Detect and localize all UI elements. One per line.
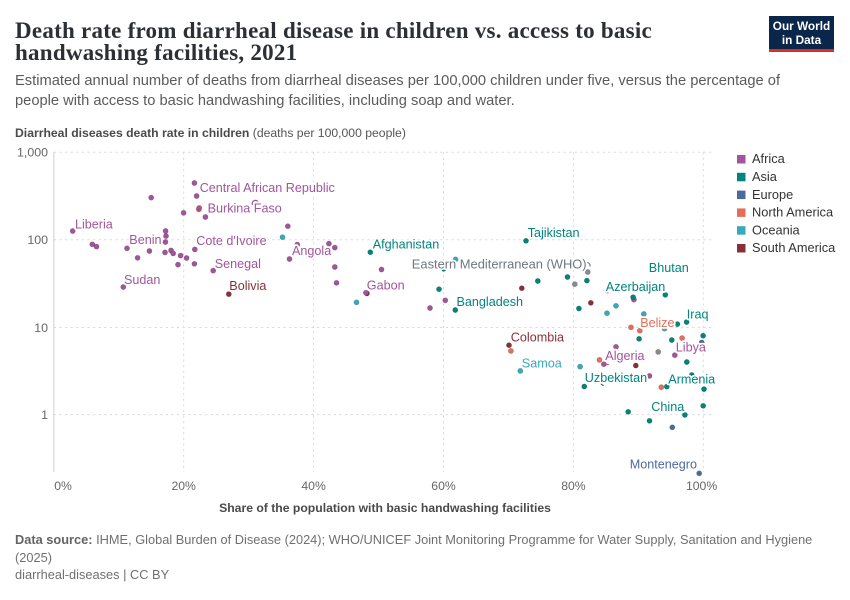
svg-text:Asia: Asia xyxy=(752,169,778,184)
svg-text:Liberia: Liberia xyxy=(75,218,113,232)
svg-text:10: 10 xyxy=(34,321,48,335)
svg-text:1,000: 1,000 xyxy=(17,146,48,160)
svg-text:Uzbekistan: Uzbekistan xyxy=(585,371,647,385)
svg-text:Share of the population with b: Share of the population with basic handw… xyxy=(219,501,551,515)
svg-text:Samoa: Samoa xyxy=(522,356,562,370)
svg-text:Sudan: Sudan xyxy=(124,273,160,287)
svg-text:0%: 0% xyxy=(54,479,72,493)
svg-text:Bhutan: Bhutan xyxy=(649,261,689,275)
svg-text:40%: 40% xyxy=(301,479,326,493)
svg-text:100: 100 xyxy=(27,233,48,247)
svg-text:Europe: Europe xyxy=(752,187,793,202)
svg-text:Tajikistan: Tajikistan xyxy=(528,226,580,240)
svg-text:Benin: Benin xyxy=(129,233,161,247)
svg-text:Libya: Libya xyxy=(676,341,706,355)
svg-text:Afghanistan: Afghanistan xyxy=(373,237,440,251)
svg-text:Belize: Belize xyxy=(640,316,674,330)
svg-text:Bolivia: Bolivia xyxy=(229,279,266,293)
svg-text:Azerbaijan: Azerbaijan xyxy=(606,280,666,294)
svg-text:1: 1 xyxy=(41,408,48,422)
svg-text:Iraq: Iraq xyxy=(687,308,709,322)
svg-text:Eastern Mediterranean (WHO): Eastern Mediterranean (WHO) xyxy=(412,257,587,272)
svg-text:Cote d'Ivoire: Cote d'Ivoire xyxy=(196,234,266,248)
svg-text:Colombia: Colombia xyxy=(511,331,564,345)
svg-text:Gabon: Gabon xyxy=(367,278,405,292)
svg-text:Burkina Faso: Burkina Faso xyxy=(208,202,282,216)
svg-text:Angola: Angola xyxy=(292,244,331,258)
svg-text:20%: 20% xyxy=(171,479,196,493)
svg-text:China: China xyxy=(651,400,684,414)
svg-text:Senegal: Senegal xyxy=(215,257,261,271)
svg-text:Bangladesh: Bangladesh xyxy=(457,295,524,309)
svg-text:Africa: Africa xyxy=(752,151,786,166)
svg-text:Oceania: Oceania xyxy=(752,222,801,237)
svg-text:Montenegro: Montenegro xyxy=(630,458,697,472)
svg-text:80%: 80% xyxy=(561,479,586,493)
svg-text:Armenia: Armenia xyxy=(668,372,715,386)
svg-text:Diarrheal diseases death rate: Diarrheal diseases death rate in childre… xyxy=(15,126,406,140)
svg-text:South America: South America xyxy=(752,240,836,255)
svg-text:Algeria: Algeria xyxy=(605,349,644,363)
svg-text:North America: North America xyxy=(752,205,834,220)
svg-text:Central African Republic: Central African Republic xyxy=(200,181,335,195)
svg-text:60%: 60% xyxy=(431,479,456,493)
svg-text:100%: 100% xyxy=(686,479,717,493)
